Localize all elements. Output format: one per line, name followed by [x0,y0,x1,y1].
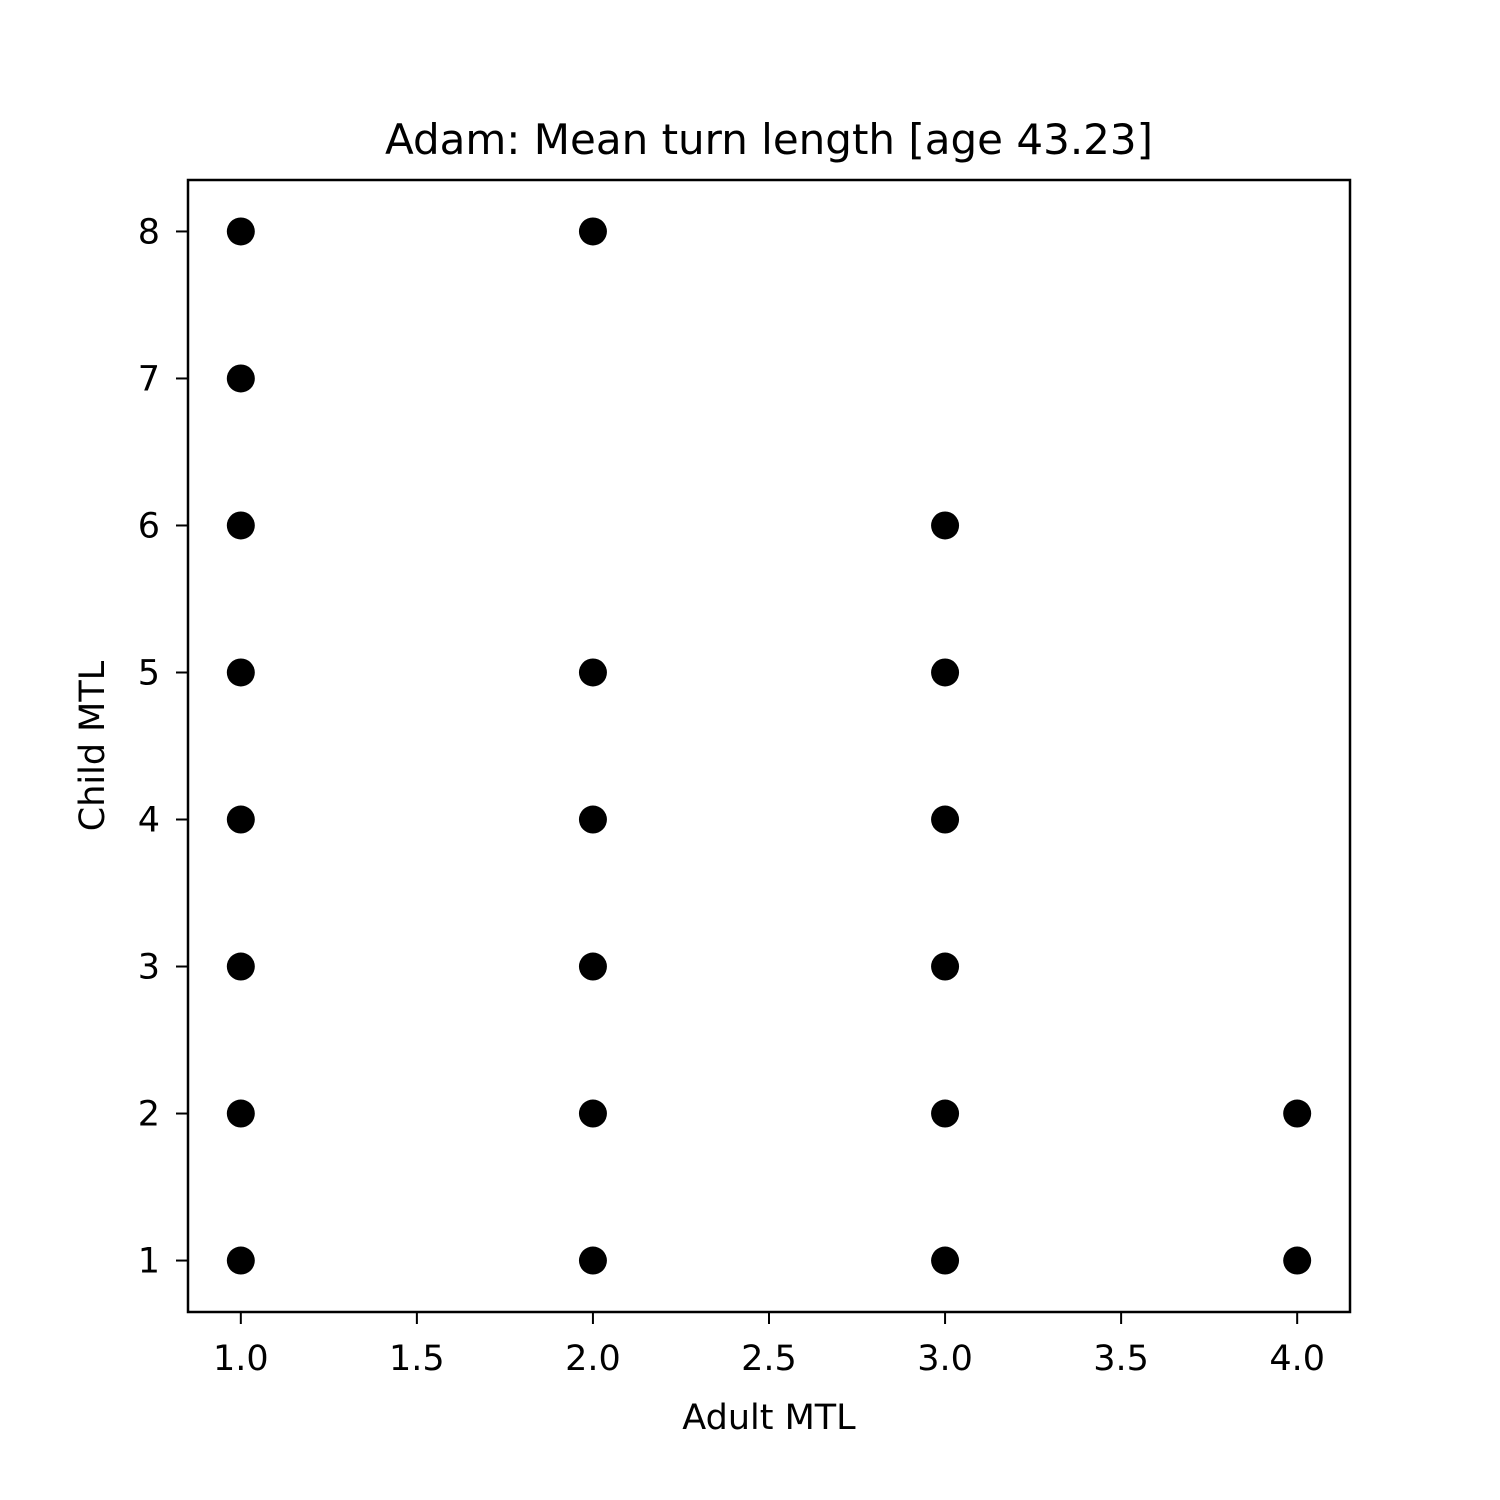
y-tick-label: 8 [138,212,160,252]
y-tick-label: 5 [138,653,160,693]
scatter-point [931,1246,960,1275]
x-tick-label: 4.0 [1269,1339,1325,1379]
scatter-point [226,511,255,540]
points-layer [226,217,1312,1275]
x-axis-ticks: 1.0 1.5 2.0 2.5 3.0 3.5 4.0 [213,1312,1325,1379]
scatter-point [226,952,255,981]
scatter-point [578,1246,607,1275]
scatter-point [226,1099,255,1128]
y-axis-ticks: 1 2 3 4 5 6 7 8 [138,212,188,1282]
scatter-point [226,658,255,687]
x-tick-label: 1.5 [389,1339,445,1379]
scatter-point [1283,1246,1312,1275]
scatter-point [578,952,607,981]
scatter-point [931,1099,960,1128]
scatter-point [931,511,960,540]
scatter-point [226,364,255,393]
y-tick-label: 1 [138,1242,160,1282]
x-tick-label: 3.5 [1093,1339,1149,1379]
y-tick-label: 2 [138,1095,160,1135]
plot-frame [186,178,1352,1314]
chart-title: Adam: Mean turn length [age 43.23] [385,115,1153,164]
scatter-point [578,1099,607,1128]
scatter-point [578,805,607,834]
scatter-point [931,658,960,687]
x-tick-label: 1.0 [213,1339,269,1379]
y-tick-label: 4 [138,801,160,841]
x-axis-label: Adult MTL [682,1398,856,1438]
scatter-point [226,1246,255,1275]
y-tick-label: 6 [138,506,160,546]
scatter-point [226,805,255,834]
scatter-point [931,805,960,834]
x-tick-label: 3.0 [917,1339,973,1379]
y-tick-label: 7 [138,359,160,399]
scatter-point [226,217,255,246]
x-tick-label: 2.0 [565,1339,621,1379]
scatter-point [578,658,607,687]
scatter-point [578,217,607,246]
scatter-point [931,952,960,981]
x-tick-label: 2.5 [741,1339,797,1379]
y-tick-label: 3 [138,948,160,988]
scatter-point [1283,1099,1312,1128]
y-axis-label: Child MTL [73,660,113,831]
